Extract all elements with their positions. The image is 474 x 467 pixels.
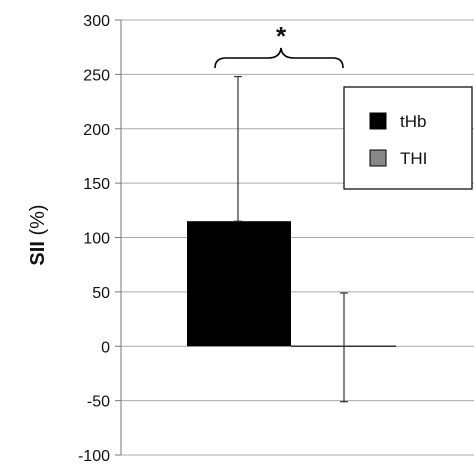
legend-label-thb: tHb	[400, 112, 426, 131]
y-tick-label: -100	[78, 448, 110, 465]
y-tick-label: 200	[83, 122, 110, 139]
y-tick-label: 50	[92, 285, 110, 302]
significance-star: *	[276, 21, 287, 51]
y-tick-label: 100	[83, 231, 110, 248]
y-tick-marks	[115, 19, 121, 456]
legend: tHb THI	[343, 86, 473, 190]
y-axis-label: SII (%)	[27, 204, 49, 265]
legend-box	[343, 86, 473, 190]
error-bar-thi	[340, 292, 348, 403]
y-tick-label: 150	[83, 176, 110, 193]
error-bar-thb	[234, 75, 242, 222]
y-tick-label: 300	[83, 13, 110, 30]
legend-swatch-thi	[369, 149, 387, 167]
legend-swatch-thb	[369, 112, 387, 130]
y-tick-label: 0	[101, 339, 110, 356]
y-tick-label: -50	[87, 394, 110, 411]
bar-thb	[187, 221, 291, 347]
legend-label-thi: THI	[400, 149, 427, 168]
y-axis-label-main: SII	[27, 241, 49, 265]
gridlines	[121, 19, 474, 456]
y-axis-label-unit: (%)	[27, 204, 49, 241]
significance-brace	[214, 47, 344, 69]
y-tick-labels: 300 250 200 150 100 50 0 -50 -100	[78, 13, 110, 465]
y-tick-label: 250	[83, 67, 110, 84]
